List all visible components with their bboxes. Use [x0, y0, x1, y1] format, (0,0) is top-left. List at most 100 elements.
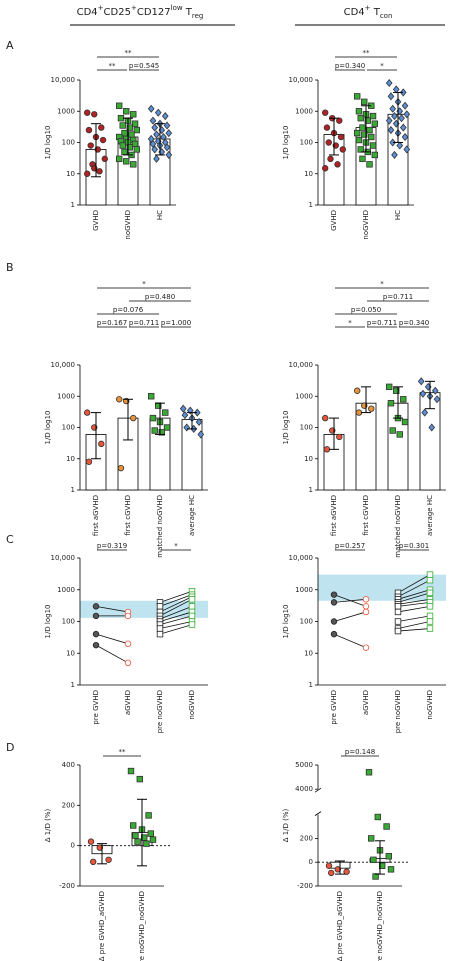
data-point — [355, 108, 363, 115]
data-point — [151, 123, 159, 132]
data-point — [119, 142, 126, 149]
y-axis-label: 1/D log10 — [282, 604, 290, 638]
data-point — [147, 393, 155, 400]
y-tick-label: 0 — [71, 842, 75, 850]
data-point — [98, 440, 105, 448]
data-point — [426, 589, 434, 597]
data-point — [370, 856, 377, 864]
data-point — [428, 423, 436, 432]
data-point — [357, 146, 364, 153]
pair-line — [95, 633, 129, 645]
data-point — [330, 630, 338, 638]
pair-line — [397, 621, 431, 629]
data-point — [161, 112, 169, 121]
pair-line — [333, 633, 367, 649]
data-point — [389, 138, 397, 147]
data-point — [426, 612, 434, 620]
y-tick-label: 4000 — [295, 785, 313, 793]
axis-break — [314, 787, 322, 793]
data-point — [123, 158, 130, 165]
data-point — [387, 399, 395, 407]
data-point — [328, 869, 335, 877]
panel-label: C — [6, 533, 14, 546]
data-point — [96, 168, 103, 175]
data-point — [92, 641, 100, 649]
data-point — [145, 812, 152, 819]
data-point — [394, 608, 402, 616]
data-point — [359, 155, 366, 163]
y-tick-label: 100 — [300, 424, 313, 432]
data-point — [359, 124, 366, 131]
data-point — [385, 78, 393, 88]
header-part: reg — [192, 12, 203, 20]
data-point — [98, 124, 105, 131]
significance-label: p=1.000 — [161, 319, 191, 327]
significance-label: * — [380, 280, 384, 288]
data-point — [336, 117, 343, 124]
y-tick-label: 1000 — [57, 107, 75, 115]
significance-label: p=0.319 — [97, 542, 127, 550]
y-tick-label: 100 — [300, 139, 313, 147]
data-point — [160, 132, 167, 142]
data-point — [151, 145, 159, 154]
significance-label: ** — [109, 62, 117, 70]
axis-break — [314, 811, 322, 816]
data-point — [124, 640, 132, 647]
data-point — [426, 576, 434, 584]
y-tick-label: 10 — [66, 455, 75, 463]
header-part: CD4 — [77, 7, 98, 18]
x-tick-label: noGVHD — [426, 690, 434, 720]
data-point — [365, 769, 373, 776]
pair-line — [159, 594, 193, 607]
y-tick-label: 1000 — [57, 586, 75, 594]
x-tick-label: pre noGVHD — [156, 690, 164, 733]
data-point — [387, 126, 395, 135]
x-tick-label: GVHD — [92, 210, 100, 231]
data-point — [355, 136, 363, 144]
y-tick-label: 10,000 — [289, 76, 314, 84]
data-point — [401, 132, 409, 142]
data-point — [105, 856, 112, 863]
data-point — [131, 140, 139, 148]
y-tick-label: 100 — [62, 139, 75, 147]
data-point — [374, 813, 381, 821]
data-point — [183, 423, 191, 432]
pair-line — [159, 611, 193, 622]
data-point — [179, 404, 187, 413]
data-point — [153, 154, 160, 163]
significance-label: p=0.711 — [383, 293, 413, 301]
data-point — [92, 630, 100, 638]
data-point — [403, 110, 411, 119]
data-point — [126, 144, 133, 151]
data-point — [369, 112, 377, 120]
x-tick-label: average HC — [426, 495, 434, 536]
y-axis-label: 1/D log10 — [282, 410, 290, 444]
y-axis-label: 1/D log10 — [44, 125, 52, 159]
data-point — [128, 131, 135, 138]
y-tick-label: 1000 — [295, 586, 313, 594]
significance-label: p=0.711 — [129, 319, 159, 327]
data-point — [371, 120, 378, 127]
data-point — [426, 603, 434, 610]
data-point — [123, 108, 130, 115]
data-point — [131, 120, 139, 127]
reference-band — [318, 574, 446, 601]
data-point — [323, 124, 331, 131]
data-point — [136, 775, 143, 783]
x-tick-label: first cGVHD — [124, 495, 132, 536]
header-part: con — [380, 12, 393, 20]
pair-line — [397, 601, 431, 607]
y-axis-label: 1/D log10 — [44, 410, 52, 444]
data-point — [96, 844, 103, 851]
significance-label: p=0.167 — [97, 319, 127, 327]
y-tick-label: 10 — [304, 455, 313, 463]
header-part: T — [183, 7, 193, 18]
data-point — [130, 161, 137, 168]
data-point — [327, 155, 334, 163]
data-point — [385, 853, 392, 860]
data-point — [147, 104, 155, 113]
data-point — [83, 409, 91, 416]
y-tick-label: 1 — [309, 681, 313, 689]
data-point — [396, 431, 403, 438]
